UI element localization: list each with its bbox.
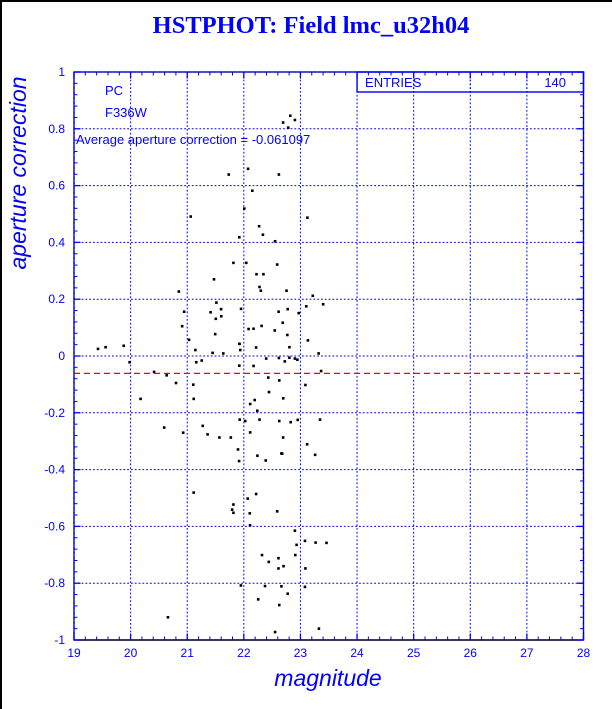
svg-text:-0.2: -0.2	[44, 406, 65, 420]
svg-text:ENTRIES: ENTRIES	[365, 75, 422, 90]
svg-text:22: 22	[237, 646, 251, 660]
svg-text:Average aperture correction =: Average aperture correction = -0.061097	[76, 132, 310, 147]
svg-text:0: 0	[58, 349, 65, 363]
svg-text:0.4: 0.4	[48, 235, 65, 249]
svg-text:23: 23	[294, 646, 308, 660]
svg-text:26: 26	[464, 646, 478, 660]
svg-text:28: 28	[577, 646, 591, 660]
svg-text:magnitude: magnitude	[274, 665, 381, 691]
svg-text:25: 25	[407, 646, 421, 660]
svg-text:27: 27	[520, 646, 534, 660]
svg-text:0.6: 0.6	[48, 179, 65, 193]
svg-text:140: 140	[544, 75, 566, 90]
svg-text:-0.6: -0.6	[44, 519, 65, 533]
svg-text:0.2: 0.2	[48, 292, 65, 306]
svg-text:0.8: 0.8	[48, 122, 65, 136]
svg-text:21: 21	[181, 646, 195, 660]
svg-text:-1: -1	[54, 633, 65, 647]
svg-text:19: 19	[67, 646, 81, 660]
svg-text:aperture correction: aperture correction	[5, 76, 31, 269]
svg-text:24: 24	[350, 646, 364, 660]
svg-text:1: 1	[58, 65, 65, 79]
svg-text:-0.4: -0.4	[44, 463, 65, 477]
svg-text:-0.8: -0.8	[44, 576, 65, 590]
svg-text:HSTPHOT: Field lmc_u32h04: HSTPHOT: Field lmc_u32h04	[153, 12, 470, 39]
svg-text:PC: PC	[105, 83, 123, 98]
svg-text:20: 20	[124, 646, 138, 660]
svg-text:F336W: F336W	[105, 105, 148, 120]
